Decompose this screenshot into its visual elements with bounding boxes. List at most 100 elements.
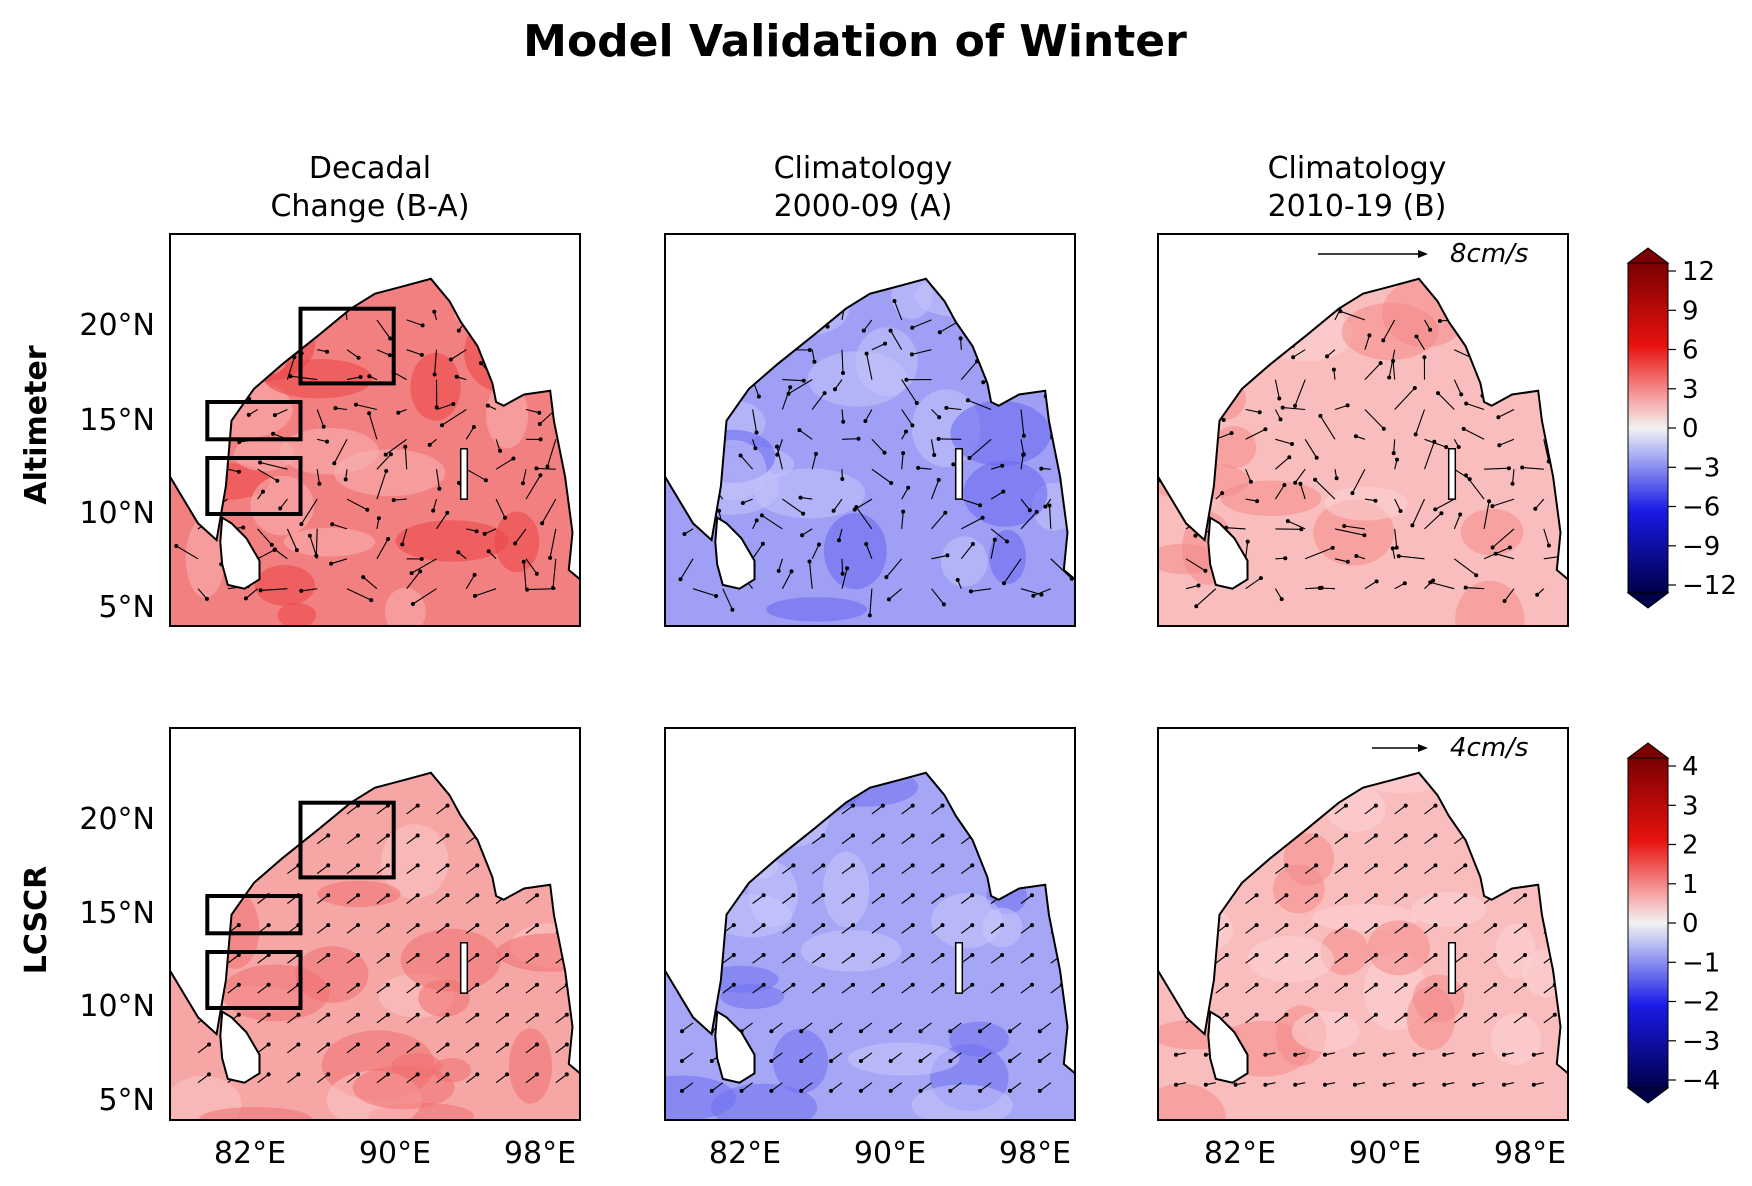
vector-head	[1254, 893, 1259, 898]
current-vector	[1020, 439, 1025, 455]
current-vector	[782, 984, 794, 994]
current-vector	[274, 408, 288, 416]
vector-head	[941, 602, 946, 607]
current-vector	[901, 409, 913, 426]
vector-head	[948, 1029, 953, 1034]
vector-head	[485, 403, 490, 408]
current-vector	[522, 469, 527, 484]
vector-head	[731, 953, 736, 957]
current-vector	[1275, 864, 1287, 875]
sri-lanka-coast	[1207, 516, 1249, 590]
current-vector	[495, 498, 506, 519]
vector-head	[288, 374, 293, 379]
current-vector	[1483, 1014, 1496, 1024]
vector-head	[431, 508, 436, 513]
vector-head	[1021, 433, 1026, 438]
vector-head	[888, 1088, 893, 1093]
vector-head	[1278, 417, 1283, 422]
current-vector	[920, 1082, 932, 1092]
vector-head	[1433, 953, 1438, 957]
vector-head	[545, 464, 550, 469]
current-vector	[1275, 954, 1287, 964]
colorbar-tick-label: 4	[1682, 752, 1699, 782]
current-vector	[722, 984, 735, 994]
vector-head	[1279, 597, 1284, 602]
column-title-3-line2: 2010-19 (B)	[1268, 189, 1447, 224]
vector-head	[440, 423, 444, 428]
vector-head	[1314, 953, 1319, 957]
x-tick-label: 98°E	[999, 1136, 1071, 1171]
current-vector	[1344, 525, 1365, 530]
vector-head	[356, 863, 360, 868]
current-vector	[871, 438, 885, 453]
current-vector	[1483, 984, 1496, 994]
vector-head	[980, 515, 985, 520]
vector-head	[174, 544, 179, 548]
current-vector	[1304, 954, 1317, 964]
vector-head	[814, 451, 818, 456]
vector-head	[472, 572, 477, 577]
vector-head	[299, 522, 304, 527]
vector-head	[910, 953, 915, 957]
colorbar-tick-label: −3	[1682, 1027, 1720, 1057]
vector-head	[1263, 1052, 1268, 1057]
vector-head	[385, 1042, 390, 1047]
current-vector	[782, 954, 794, 964]
current-vector	[1292, 349, 1306, 358]
vector-head	[456, 550, 461, 555]
current-vector	[1033, 588, 1052, 597]
current-vector	[1275, 438, 1293, 445]
current-vector	[961, 498, 981, 506]
current-vector	[1466, 402, 1485, 411]
current-vector	[1039, 1022, 1052, 1032]
vector-head	[505, 923, 510, 928]
current-vector	[316, 894, 329, 904]
current-vector	[1009, 1052, 1022, 1062]
vector-head	[864, 542, 869, 546]
current-vector	[1274, 588, 1283, 600]
vector-head	[1412, 1052, 1417, 1057]
current-vector	[1009, 1082, 1022, 1092]
map-panel-altimeter-2	[664, 233, 1076, 627]
current-vector	[290, 375, 318, 381]
panel-frame	[664, 727, 1076, 1121]
field-contour	[1455, 580, 1525, 626]
vector-head	[858, 1059, 863, 1063]
vector-head	[821, 923, 826, 928]
current-vector	[1454, 468, 1470, 480]
current-vector	[811, 392, 826, 410]
field-contour	[800, 930, 902, 972]
vector-head	[1224, 953, 1229, 957]
current-vector	[946, 407, 962, 411]
current-vector	[406, 349, 422, 356]
current-vector	[376, 894, 389, 904]
field-contour	[494, 511, 540, 573]
vector-head	[769, 1029, 774, 1034]
vector-head	[880, 923, 885, 928]
vector-head	[236, 1012, 241, 1017]
vector-head	[852, 507, 857, 512]
vector-head	[385, 893, 390, 898]
current-vector	[1299, 483, 1306, 500]
current-vector	[257, 1014, 269, 1024]
vector-head	[415, 833, 420, 838]
vector-head	[415, 1042, 420, 1047]
current-vector	[841, 805, 854, 815]
vector-head	[356, 982, 360, 987]
vector-head	[1433, 803, 1438, 808]
current-vector	[681, 1022, 694, 1032]
vector-head	[475, 982, 480, 987]
vector-head	[970, 863, 975, 868]
vector-head	[326, 1072, 331, 1077]
current-vector	[854, 498, 873, 511]
y-tick-label: 20°N	[79, 308, 155, 343]
vector-head	[448, 357, 453, 362]
current-vector	[1304, 547, 1333, 560]
vector-head	[731, 982, 736, 987]
current-vector	[841, 835, 854, 845]
vector-head	[800, 533, 805, 538]
colorbar-tick-label: 6	[1682, 336, 1699, 366]
current-vector	[811, 894, 824, 904]
vector-head	[978, 503, 982, 508]
vector-head	[753, 446, 758, 451]
